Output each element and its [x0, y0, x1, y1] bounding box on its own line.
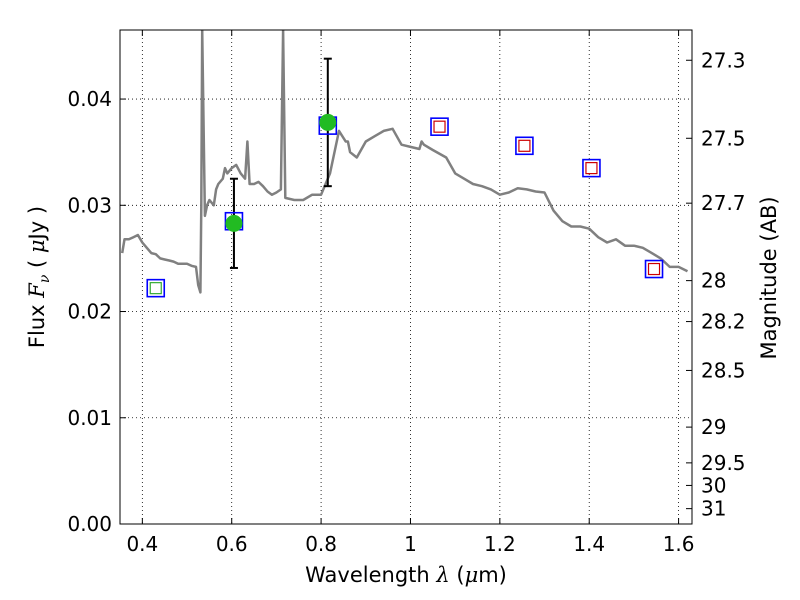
x-tick-label: 0.4 — [126, 532, 158, 556]
model-band-marker — [582, 158, 601, 178]
x-tick-label: 0.6 — [216, 532, 248, 556]
y2-tick-label: 28 — [701, 269, 726, 293]
limit-marker — [647, 262, 661, 276]
x-tick-label: 0.8 — [305, 532, 337, 556]
y2-tick-label: 29 — [701, 415, 726, 439]
y2-tick-label: 31 — [701, 497, 726, 521]
plot-frame — [119, 29, 693, 525]
y2-tick-label: 29.5 — [701, 451, 746, 475]
x-tick-label: 1.2 — [484, 532, 516, 556]
y2-tick-label: 27.5 — [701, 126, 746, 150]
observed-point — [225, 214, 243, 232]
y-tick-label: 0.03 — [67, 193, 112, 217]
model-band-marker — [146, 278, 166, 298]
y2-tick-label: 27.7 — [701, 191, 746, 215]
model-band-marker — [644, 259, 664, 279]
limit-marker — [433, 120, 446, 133]
y2-tick-label: 28.2 — [701, 310, 746, 334]
y-tick-label: 0.01 — [67, 406, 112, 430]
x-tick-label: 1.6 — [663, 532, 695, 556]
limit-marker — [585, 162, 598, 175]
model-band-marker — [515, 136, 534, 156]
plot-area — [120, 30, 692, 524]
ticks: 0.4 0.6 0.8 1 1.2 1.4 1.6 0.00 0.01 0.02 0.03 0.04 2… — [67, 30, 746, 556]
y-axis-label: Flux Fν ( μJy ) — [25, 206, 53, 348]
x-tick-label: 1 — [404, 532, 417, 556]
y2-tick-label: 28.5 — [701, 358, 746, 382]
y-tick-label: 0.04 — [67, 87, 112, 111]
limit-marker — [149, 282, 162, 295]
sed-line — [120, 30, 689, 294]
y2-axis-label: Magnitude (AB) — [757, 196, 781, 359]
x-tick-label: 1.4 — [573, 532, 605, 556]
x-axis-label: Wavelength λ (μm) — [305, 563, 507, 587]
grid — [120, 30, 692, 524]
y-tick-label: 0.00 — [67, 512, 112, 536]
series-layer — [120, 30, 689, 298]
y2-tick-label: 27.3 — [701, 48, 746, 72]
y2-tick-label: 30 — [701, 473, 726, 497]
y-tick-label: 0.02 — [67, 300, 112, 324]
observed-point — [319, 113, 337, 131]
model-band-marker — [430, 117, 449, 136]
limit-marker — [518, 139, 531, 152]
